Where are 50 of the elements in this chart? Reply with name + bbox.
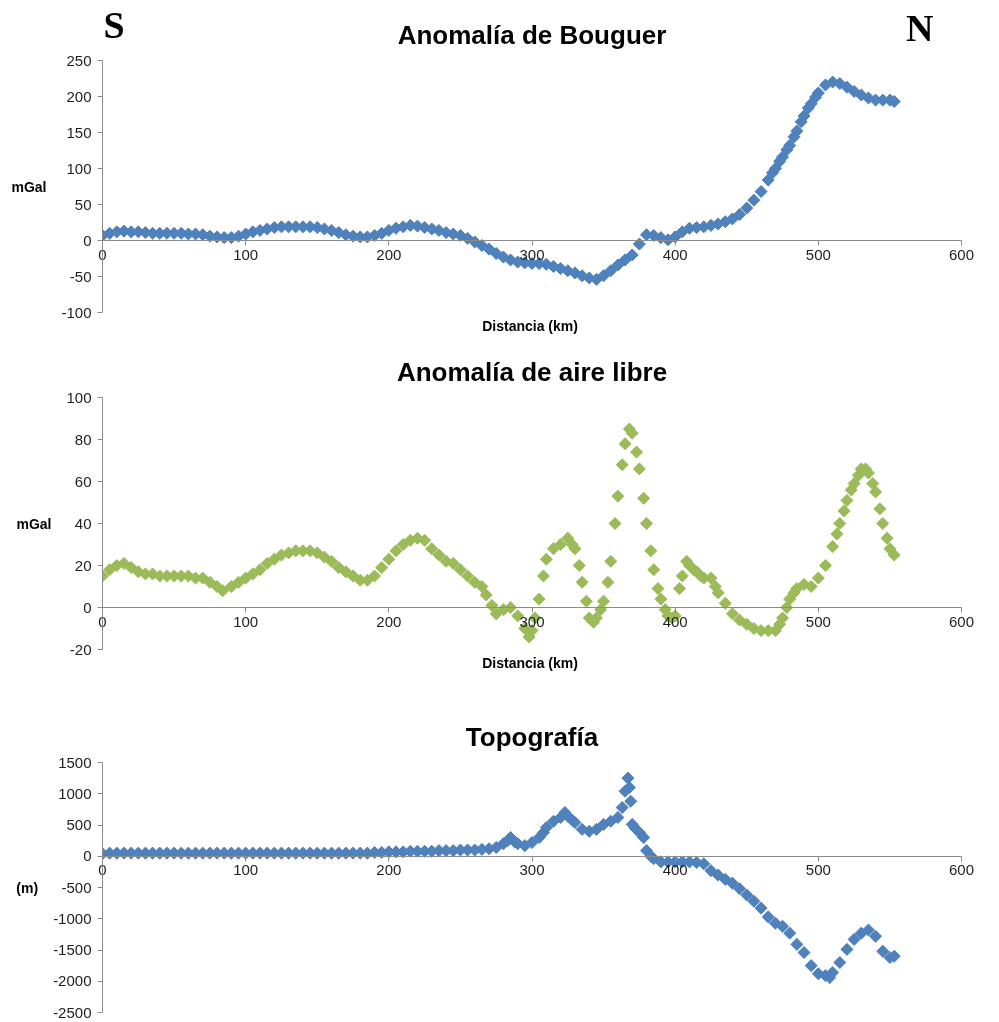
y-tick-label: -2500: [53, 1003, 92, 1021]
y-tick-label: 60: [74, 472, 92, 490]
x-tick-label: 200: [376, 245, 402, 263]
y-axis-title: mGal: [11, 178, 47, 195]
y-tick-label: 1500: [58, 753, 92, 771]
y-tick-label: -2000: [53, 972, 92, 990]
x-tick-label: 100: [233, 245, 259, 263]
y-tick-label: 50: [74, 195, 92, 213]
x-axis-title: Distancia (km): [482, 317, 578, 334]
y-tick-label: -1500: [53, 941, 92, 958]
y-tick-label: 250: [66, 51, 92, 69]
y-tick-label: 80: [74, 430, 92, 448]
x-tick-label: 400: [662, 861, 688, 879]
y-tick-label: 0: [83, 231, 92, 249]
chart-title: Topografía: [465, 721, 599, 752]
y-tick-label: 40: [74, 514, 92, 532]
x-tick-label: 100: [233, 612, 259, 630]
y-tick-label: -50: [69, 267, 92, 285]
x-tick-label: 200: [376, 861, 402, 879]
y-tick-label: 0: [83, 847, 92, 865]
y-axis-title: mGal: [16, 515, 52, 532]
y-tick-label: 1000: [58, 784, 92, 802]
x-tick-label: 600: [948, 245, 975, 263]
y-tick-label: 20: [74, 556, 92, 574]
y-tick-label: 100: [66, 388, 92, 406]
x-tick-label: 200: [376, 612, 402, 630]
y-tick-label: -20: [69, 640, 92, 658]
x-tick-label: 500: [805, 612, 831, 630]
x-tick-label: 300: [519, 861, 545, 879]
x-tick-label: 500: [805, 245, 831, 263]
chart-title: Anomalía de aire libre: [396, 356, 668, 387]
x-tick-label: 600: [948, 612, 975, 630]
x-tick-label: 400: [662, 245, 688, 263]
y-tick-label: -500: [61, 878, 92, 896]
x-axis-title: Distancia (km): [482, 654, 578, 671]
y-tick-label: 200: [66, 87, 92, 105]
y-tick-label: -1000: [53, 909, 92, 927]
text: N: [906, 6, 934, 49]
y-tick-label: 100: [66, 159, 92, 177]
x-tick-label: 500: [805, 861, 831, 879]
text: S: [103, 3, 125, 46]
x-tick-label: 300: [519, 245, 545, 263]
x-tick-label: 600: [948, 861, 975, 879]
y-tick-label: 0: [83, 598, 92, 616]
x-tick-label: 100: [233, 861, 259, 879]
chart-title: Anomalía de Bouguer: [397, 19, 667, 50]
y-axis-title: (m): [16, 879, 39, 896]
y-tick-label: 500: [66, 816, 92, 833]
y-tick-label: -100: [61, 303, 92, 321]
y-tick-label: 150: [66, 123, 92, 141]
